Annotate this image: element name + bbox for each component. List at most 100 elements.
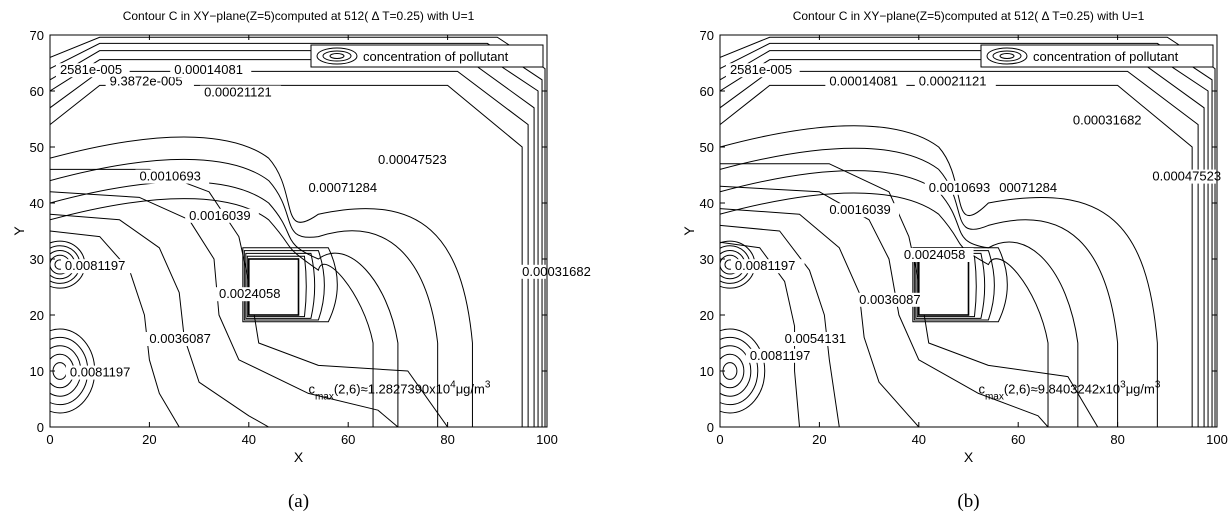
contour-label: 0.0081197 <box>65 258 126 273</box>
contour-label: 0.0016039 <box>829 202 890 217</box>
cmax-annotation: cmax(2,6)≈1.2827390x104μg/m3 <box>308 379 490 402</box>
legend-box <box>980 44 1214 68</box>
contour-label-bg <box>730 259 805 274</box>
chart-title: Contour C in XY−plane(Z=5)computed at 51… <box>123 9 475 23</box>
y-tick-label: 20 <box>30 308 44 323</box>
y-tick-label: 40 <box>700 196 714 211</box>
contour-line <box>720 224 840 427</box>
x-tick-label: 100 <box>536 432 558 447</box>
cmax-unit-exponent: 3 <box>485 379 491 390</box>
panel-a: Contour C in XY−plane(Z=5)computed at 51… <box>11 9 591 512</box>
contour-label: 0.0024058 <box>219 286 280 301</box>
obstacle-contour <box>245 252 316 319</box>
panel-caption: (a) <box>288 491 309 512</box>
contour-label-bg <box>855 292 929 307</box>
plot-frame <box>49 34 548 428</box>
contour-line <box>720 36 1216 427</box>
contour-label: 0.0016039 <box>189 208 250 223</box>
contour-label-bg <box>745 348 820 363</box>
panel-b: Contour C in XY−plane(Z=5)computed at 51… <box>670 0 1232 522</box>
contour-line <box>720 241 801 427</box>
contour-label-bg <box>200 85 282 100</box>
legend-icon <box>329 53 345 59</box>
hotspot-contour <box>722 362 738 380</box>
y-tick-label: 50 <box>30 140 44 155</box>
contour-line <box>720 70 1199 427</box>
obstacle-contour <box>915 252 986 319</box>
contour-label-bg <box>825 203 900 218</box>
y-tick-label: 0 <box>707 420 714 435</box>
x-tick-label: 0 <box>46 432 53 447</box>
contour-line <box>720 192 1049 427</box>
obstacle-contour <box>242 247 338 323</box>
y-tick-label: 70 <box>30 28 44 43</box>
obstacle-contour <box>913 250 995 321</box>
hotspot-contour <box>720 328 766 414</box>
hotspot-contour <box>52 362 68 380</box>
contour-line <box>50 84 523 427</box>
contour-label: 0.0081197 <box>70 365 131 380</box>
hotspot-contour <box>720 353 745 389</box>
contour-label: 0.00031682 <box>522 264 591 279</box>
x-tick-label: 20 <box>812 432 826 447</box>
contour-label-bg <box>60 259 135 274</box>
x-axis-label: X <box>294 449 304 465</box>
contour-label-bg <box>65 365 140 380</box>
contour-label: 0.0024058 <box>904 247 965 262</box>
legend-box <box>310 44 544 68</box>
cmax-exponent: 4 <box>450 379 456 390</box>
contour-label-bg <box>304 180 386 195</box>
contour-label-bg <box>725 63 800 78</box>
cmax-prefix: c <box>978 381 985 396</box>
contour-label-bg <box>145 332 220 346</box>
contour-label-bg <box>374 152 456 167</box>
contour-line <box>50 136 473 427</box>
contour-line <box>50 36 546 427</box>
y-tick-label: 40 <box>30 196 44 211</box>
y-tick-label: 30 <box>30 252 44 267</box>
contour-label: 0.00031682 <box>1073 113 1142 128</box>
contour-label: 0.0036087 <box>859 292 920 307</box>
legend-icon <box>986 47 1028 65</box>
contour-line <box>720 125 1158 427</box>
x-axis-label: X <box>964 449 974 465</box>
contour-label-bg <box>825 74 907 89</box>
x-tick-label: 60 <box>1011 432 1025 447</box>
legend-icon <box>322 50 352 62</box>
contour-label: 2581e-005 <box>60 62 122 77</box>
contour-label: 0.00014081 <box>829 73 898 88</box>
contour-label: 0.00021121 <box>204 85 272 100</box>
legend-icon <box>999 53 1015 59</box>
obstacle <box>248 258 300 316</box>
x-tick-label: 40 <box>242 432 256 447</box>
plot-frame <box>719 34 1218 428</box>
contour-line <box>50 230 180 427</box>
contour-line <box>50 158 439 427</box>
contour-line <box>50 198 374 427</box>
cmax-unit: μg/m <box>1126 381 1155 396</box>
legend-label: concentration of pollutant <box>1033 49 1179 64</box>
cmax-unit-exponent: 3 <box>1155 379 1161 390</box>
x-tick-label: 60 <box>341 432 355 447</box>
y-tick-label: 50 <box>700 140 714 155</box>
obstacle-contour <box>243 250 325 321</box>
cmax-body: (2,6)≈1.2827390x10 <box>334 381 450 396</box>
hotspot-contour <box>720 336 759 406</box>
contour-line <box>720 42 1213 427</box>
legend-label: concentration of pollutant <box>363 49 509 64</box>
contour-label-bg <box>914 74 996 89</box>
contour-lines <box>720 36 1216 427</box>
y-axis-label: Y <box>681 226 697 236</box>
panel-caption: (b) <box>957 491 979 512</box>
contour-line <box>720 170 1079 427</box>
cmax-prefix: c <box>308 381 315 396</box>
contour-label: 0.00021121 <box>919 73 987 88</box>
contour-line <box>720 208 920 427</box>
contour-label: 0.00071284 <box>308 180 377 195</box>
contour-label: 0.0036087 <box>149 331 210 346</box>
contour-label-bg <box>214 287 289 302</box>
contour-line <box>50 213 269 427</box>
contour-label-bg <box>185 208 259 223</box>
obstacle-contour <box>912 247 1008 323</box>
x-tick-label: 20 <box>142 432 156 447</box>
